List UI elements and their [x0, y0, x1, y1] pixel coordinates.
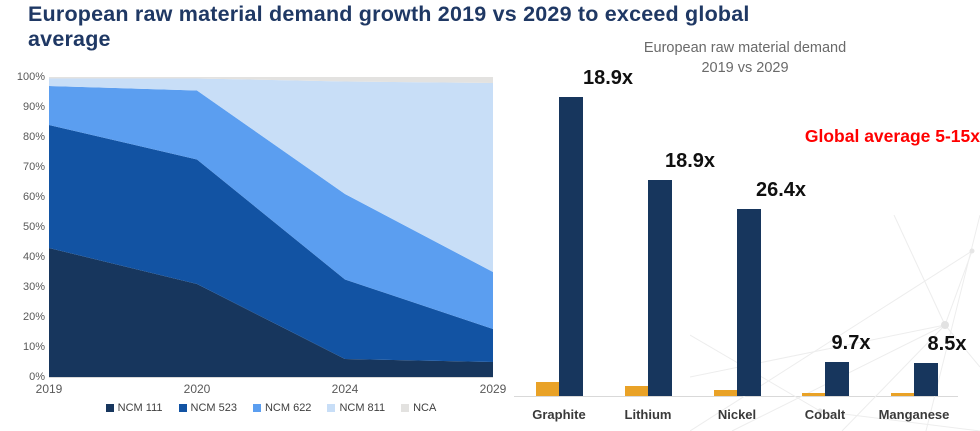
network-background-graphic — [690, 215, 980, 431]
area-series-ncm-622 — [49, 86, 493, 329]
network-node — [941, 321, 949, 329]
network-node — [817, 408, 823, 414]
bar-2019-cobalt — [802, 393, 825, 396]
bar-2029-cobalt — [825, 362, 849, 396]
bar-group-nickel: 26.4x Nickel — [689, 66, 809, 422]
bar-group-graphite: 18.9x Graphite — [511, 66, 633, 422]
y-axis-tick: 70% — [22, 161, 45, 173]
legend-swatch-icon — [401, 404, 410, 412]
y-axis-tick: 50% — [22, 221, 45, 233]
y-axis-tick: 60% — [22, 191, 45, 203]
area-series-ncm-811 — [49, 78, 493, 272]
y-axis-tick: 10% — [22, 341, 45, 353]
category-label-lithium: Lithium — [624, 407, 672, 422]
bar-2019-graphite — [536, 382, 559, 396]
chart-title-line1: European raw material demand — [643, 40, 847, 56]
y-axis-tick: 100% — [16, 71, 45, 83]
bar-2019-nickel — [714, 390, 737, 396]
legend-swatch-icon — [327, 404, 336, 412]
category-label-manganese: Manganese — [878, 407, 950, 422]
multiplier-label-lithium: 18.9x — [664, 150, 716, 172]
y-axis-tick: 0% — [29, 371, 45, 383]
cathode-chemistry-area-chart: 100% 90% 80% 70% 60% 50% 40% 30% 20% 10% 0% 2019 20… — [0, 66, 506, 426]
area-series-ncm-111 — [49, 248, 493, 377]
chart-legend: NCM 111 NCM 523 NCM 622 NCM 811 NCA — [49, 402, 493, 414]
legend-label: NCM 622 — [264, 402, 312, 414]
chart-title: European raw material demand 2019 vs 2029 — [510, 38, 980, 79]
chart-title-line2: 2019 vs 2029 — [701, 60, 789, 77]
y-axis-tick: 20% — [22, 311, 45, 323]
legend-item-ncm-111: NCM 111 — [105, 402, 163, 414]
network-node — [969, 248, 975, 254]
multiplier-label-nickel: 26.4x — [755, 179, 807, 201]
area-series-nca — [49, 77, 493, 83]
legend-item-ncm-811: NCM 811 — [327, 402, 385, 414]
bar-2029-nickel — [737, 209, 761, 396]
bar-2029-lithium — [648, 180, 672, 396]
legend-label: NCM 811 — [339, 402, 386, 414]
multiplier-label-manganese: 8.5x — [927, 333, 967, 355]
legend-label: NCA — [413, 402, 437, 414]
bar-2019-manganese — [891, 393, 914, 396]
category-label-graphite: Graphite — [532, 407, 586, 422]
x-axis-tick: 2029 — [479, 382, 507, 396]
legend-item-nca: NCA — [401, 402, 436, 414]
y-axis-tick: 80% — [22, 131, 45, 143]
y-axis-tick: 30% — [22, 281, 45, 293]
legend-label: NCM 111 — [117, 402, 163, 414]
legend-label: NCM 523 — [190, 402, 237, 414]
category-label-cobalt: Cobalt — [804, 407, 846, 422]
area-series-ncm-523 — [49, 125, 493, 362]
x-axis-tick: 2024 — [331, 382, 359, 396]
bar-2029-graphite — [559, 97, 583, 396]
y-axis-tick: 40% — [22, 251, 45, 263]
bar-2029-manganese — [914, 363, 938, 396]
bar-group-lithium: 18.9x Lithium — [600, 66, 720, 422]
category-label-nickel: Nickel — [717, 407, 757, 422]
bar-group-cobalt: 9.7x Cobalt — [777, 66, 897, 422]
stacked-area-plot — [49, 77, 493, 378]
legend-swatch-icon — [105, 404, 114, 412]
page-title: European raw material demand growth 2019… — [28, 2, 963, 53]
bar-plot: 18.9x Graphite 18.9x Lithium 26.4x Nickel 9.7x… — [510, 66, 980, 422]
bar-group-manganese: 8.5x Manganese — [866, 66, 980, 422]
multiplier-label-cobalt: 9.7x — [831, 332, 871, 354]
y-axis-tick: 90% — [22, 101, 45, 113]
global-average-annotation: Global average 5-15x — [804, 126, 980, 146]
legend-swatch-icon — [178, 404, 187, 412]
legend-item-ncm-523: NCM 523 — [178, 402, 237, 414]
legend-item-ncm-622: NCM 622 — [252, 402, 312, 414]
page-title-line2: average — [28, 27, 111, 52]
page-title-line1: European raw material demand growth 2019… — [28, 2, 750, 26]
x-axis-line — [514, 396, 958, 397]
demand-growth-bar-chart: European raw material demand 2019 vs 2029… — [510, 0, 980, 431]
legend-swatch-icon — [252, 404, 261, 412]
bar-2019-lithium — [625, 386, 648, 396]
x-axis-tick: 2019 — [35, 382, 63, 396]
x-axis-tick: 2020 — [183, 382, 211, 396]
multiplier-label-graphite: 18.9x — [582, 67, 634, 89]
